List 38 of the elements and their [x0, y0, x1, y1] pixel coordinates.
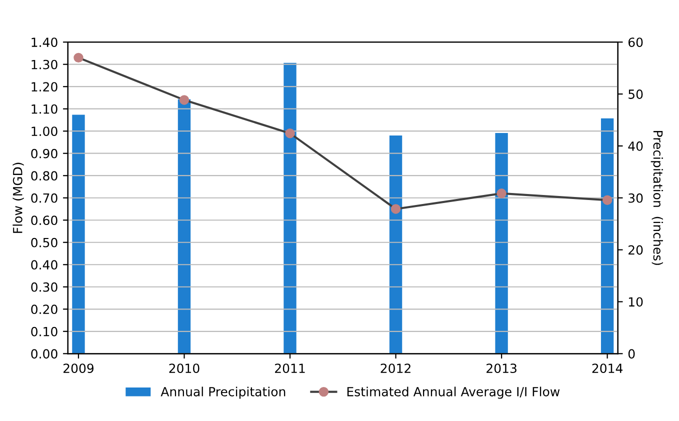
- y-tick-label: 0.40: [31, 260, 58, 270]
- bar: [178, 99, 191, 354]
- x-tick-label: 2011: [275, 364, 305, 374]
- x-tick-label: 2009: [63, 364, 94, 374]
- y-tick-label: 1.10: [32, 104, 58, 114]
- y-tick-label: 1.00: [32, 126, 58, 136]
- y-tick-label: 1.30: [32, 60, 58, 70]
- x-tick-label: 2012: [380, 364, 410, 374]
- y2-tick-label: 20: [628, 245, 643, 255]
- bar: [284, 62, 296, 354]
- y2-tick-label: 10: [628, 297, 643, 307]
- x-tick-label: 2010: [169, 364, 200, 374]
- bar: [495, 132, 508, 354]
- y2-tick-label: 40: [628, 141, 643, 151]
- y-tick-label: 0.50: [31, 238, 58, 248]
- y-tick-label: 0.70: [31, 193, 58, 203]
- x-tick-label: 2014: [592, 364, 623, 374]
- y2-tick-label: 50: [628, 89, 643, 99]
- legend-label: Annual Precipitation: [160, 386, 286, 399]
- y-tick-label: 0.20: [31, 304, 58, 314]
- legend-label: Estimated Annual Average I/I Flow: [347, 386, 560, 399]
- bar: [600, 118, 614, 354]
- bar: [389, 136, 402, 354]
- y2-tick-label: 60: [628, 38, 643, 48]
- y-tick-label: 1.20: [32, 82, 58, 92]
- y-tick-label: 0.90: [31, 148, 58, 158]
- x-tick-label: 2013: [486, 364, 516, 374]
- y-tick-label: 0.30: [31, 282, 58, 292]
- y-tick-label: 0.00: [31, 349, 58, 359]
- y-tick-label: 0.60: [31, 216, 58, 226]
- y-tick-label: 0.10: [31, 326, 58, 336]
- y-tick-label: 1.40: [32, 38, 58, 48]
- y2-tick-label: 0: [628, 349, 635, 359]
- y2-tick-label: 30: [628, 193, 643, 203]
- bar: [72, 114, 85, 354]
- y-axis-title: Flow (MGD): [12, 162, 24, 233]
- y-tick-label: 0.80: [31, 171, 58, 181]
- y2-axis-title: Precipitation (inches): [650, 130, 663, 265]
